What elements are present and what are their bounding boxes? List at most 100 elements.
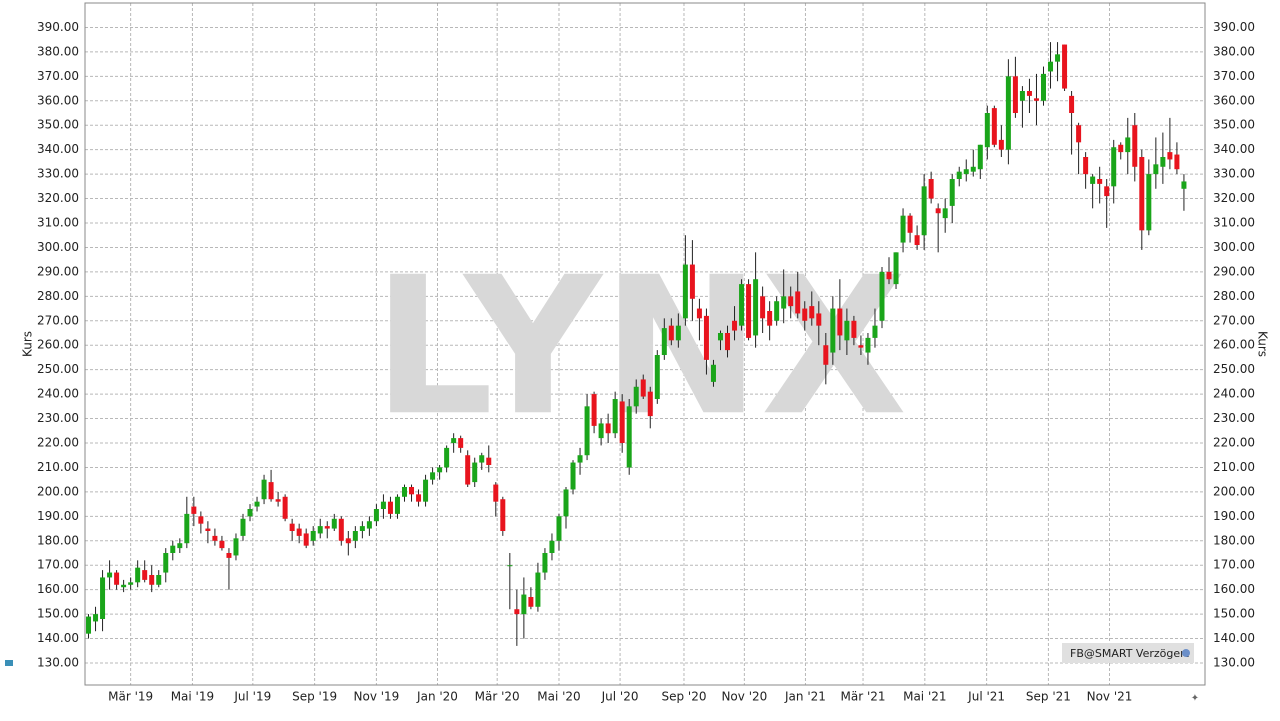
y-tick-label-right: 130.00: [1213, 656, 1255, 670]
candle-body: [732, 320, 738, 331]
candle-body: [760, 296, 766, 319]
candle-body: [584, 406, 590, 456]
scroll-icon[interactable]: ✦: [1191, 693, 1199, 704]
tool-icon[interactable]: [5, 660, 13, 666]
candle-body: [226, 553, 232, 558]
candle-body: [409, 487, 415, 495]
candle-body: [135, 567, 141, 583]
x-tick-label: Mär '20: [475, 690, 520, 704]
y-tick-label-right: 310.00: [1213, 216, 1255, 230]
y-tick-label: 380.00: [37, 44, 79, 58]
y-tick-label-right: 320.00: [1213, 191, 1255, 205]
candle-body: [149, 575, 155, 585]
candle-body: [324, 526, 330, 529]
candle-body: [830, 308, 836, 353]
candle-body: [893, 252, 899, 285]
y-tick-label: 250.00: [37, 362, 79, 376]
y-tick-label-right: 200.00: [1213, 484, 1255, 498]
candle-body: [591, 394, 597, 426]
candle-body: [1005, 76, 1011, 150]
candle-body: [254, 501, 260, 507]
candle-body: [1146, 174, 1152, 231]
candle-body: [1104, 186, 1110, 197]
candle-body: [837, 308, 843, 336]
x-tick-label: Jan '20: [416, 690, 458, 704]
candle-body: [900, 215, 906, 243]
y-tick-label-right: 350.00: [1213, 118, 1255, 132]
candle-body: [1019, 91, 1025, 101]
candle-body: [1153, 164, 1159, 175]
candle-body: [430, 472, 436, 480]
x-tick-label: Sep '20: [661, 690, 706, 704]
candle-body: [261, 479, 267, 500]
y-tick-label-right: 240.00: [1213, 387, 1255, 401]
candle-body: [753, 279, 759, 336]
candle-body: [1076, 125, 1082, 143]
candle-body: [93, 614, 99, 622]
y-tick-label-right: 150.00: [1213, 607, 1255, 621]
candle-body: [1048, 61, 1054, 72]
candle-body: [577, 455, 583, 463]
candle-body: [507, 565, 513, 567]
candle-body: [598, 423, 604, 439]
candle-body: [1125, 137, 1131, 153]
y-tick-label-right: 270.00: [1213, 313, 1255, 327]
y-axis-label-right: Kurs: [1256, 331, 1270, 357]
candle-body: [914, 235, 920, 245]
y-tick-label: 340.00: [37, 142, 79, 156]
candle-body: [317, 526, 323, 534]
candle-body: [654, 355, 660, 399]
candle-body: [191, 506, 197, 514]
candle-body: [107, 572, 113, 578]
candle-body: [872, 325, 878, 338]
y-tick-label: 140.00: [37, 631, 79, 645]
x-tick-label: Sep '19: [292, 690, 337, 704]
candle-body: [444, 447, 450, 468]
candle-body: [1055, 54, 1061, 62]
y-tick-label-right: 360.00: [1213, 93, 1255, 107]
candle-body: [310, 531, 316, 541]
candle-body: [345, 538, 351, 544]
candle-body: [717, 333, 723, 341]
candle-body: [549, 540, 555, 553]
candle-body: [212, 535, 218, 541]
candle-body: [542, 553, 548, 573]
candle-body: [619, 401, 625, 443]
source-icon: [1182, 649, 1190, 657]
candle-body: [991, 108, 997, 145]
y-tick-label: 190.00: [37, 509, 79, 523]
candle-body: [247, 509, 253, 517]
candle-body: [1167, 152, 1173, 160]
candle-body: [1160, 157, 1166, 167]
candle-body: [879, 271, 885, 321]
y-tick-label: 160.00: [37, 582, 79, 596]
candle-body: [746, 284, 752, 338]
candle-body: [275, 499, 281, 502]
y-tick-label: 150.00: [37, 607, 79, 621]
x-tick-label: Mär '21: [841, 690, 886, 704]
y-tick-label: 290.00: [37, 264, 79, 278]
candle-body: [675, 325, 681, 341]
y-tick-label: 390.00: [37, 20, 79, 34]
x-tick-label: Nov '20: [721, 690, 767, 704]
watermark: LYNX: [373, 236, 908, 457]
y-tick-label-right: 140.00: [1213, 631, 1255, 645]
candle-body: [100, 577, 106, 619]
candle-body: [998, 139, 1004, 150]
candle-body: [907, 215, 913, 233]
grid: [85, 3, 1205, 685]
y-tick-label-right: 250.00: [1213, 362, 1255, 376]
x-tick-label: Mai '19: [171, 690, 214, 704]
candle-body: [1181, 181, 1187, 189]
candle-body: [942, 208, 948, 219]
candle-body: [725, 333, 731, 351]
x-tick-label: Jan '21: [784, 690, 826, 704]
candle-body: [493, 484, 499, 502]
candle-body: [788, 296, 794, 307]
y-tick-label-right: 280.00: [1213, 289, 1255, 303]
plot-frame: [84, 2, 1206, 686]
candle-body: [956, 171, 962, 179]
y-tick-label: 230.00: [37, 411, 79, 425]
